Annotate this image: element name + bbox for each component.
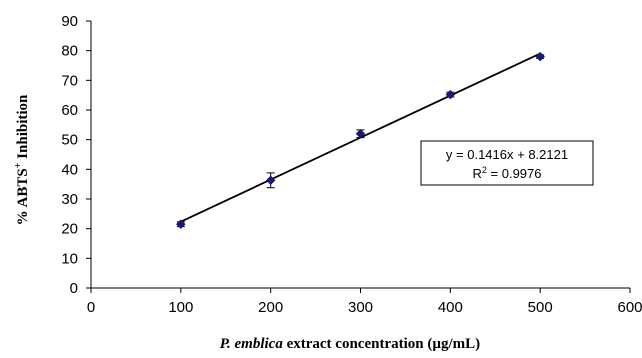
x-tick-label: 100	[168, 299, 193, 316]
data-point-marker	[445, 89, 456, 100]
data-point-marker	[265, 175, 276, 186]
x-tick-label: 300	[348, 299, 373, 316]
y-tick-label: 0	[70, 280, 78, 297]
y-tick-label: 10	[61, 250, 78, 267]
data-points	[175, 51, 546, 230]
x-tick-label: 0	[87, 299, 95, 316]
y-tick-label: 40	[61, 161, 78, 178]
x-tick-label: 500	[528, 299, 553, 316]
data-point-marker	[175, 219, 186, 230]
equation-box-border	[420, 140, 594, 186]
x-tick-label: 400	[438, 299, 463, 316]
equation-text: y = 0.1416x + 8.2121	[446, 147, 568, 162]
y-axis-title: % ABTS+ Inhibition	[13, 94, 31, 225]
data-point-marker	[355, 128, 366, 139]
y-tick-label: 90	[61, 13, 78, 30]
y-tick-label: 70	[61, 72, 78, 89]
y-tick-label: 80	[61, 43, 78, 60]
data-point-marker	[535, 51, 546, 62]
x-axis-title: P. emblica extract concentration (µg/mL)	[220, 336, 480, 352]
y-tick-label: 50	[61, 132, 78, 149]
y-ticks: 0 10 20 30 40 50 60 70 80 90	[61, 13, 91, 297]
y-tick-label: 30	[61, 191, 78, 208]
equation-box: y = 0.1416x + 8.2121 R2 = 0.9976	[420, 140, 594, 186]
y-tick-label: 20	[61, 221, 78, 238]
y-tick-label: 60	[61, 102, 78, 119]
x-tick-label: 200	[258, 299, 283, 316]
x-ticks: 0 100 200 300 400 500 600	[87, 288, 642, 316]
r-squared-text: R2 = 0.9976	[473, 165, 542, 181]
x-tick-label: 600	[617, 299, 642, 316]
